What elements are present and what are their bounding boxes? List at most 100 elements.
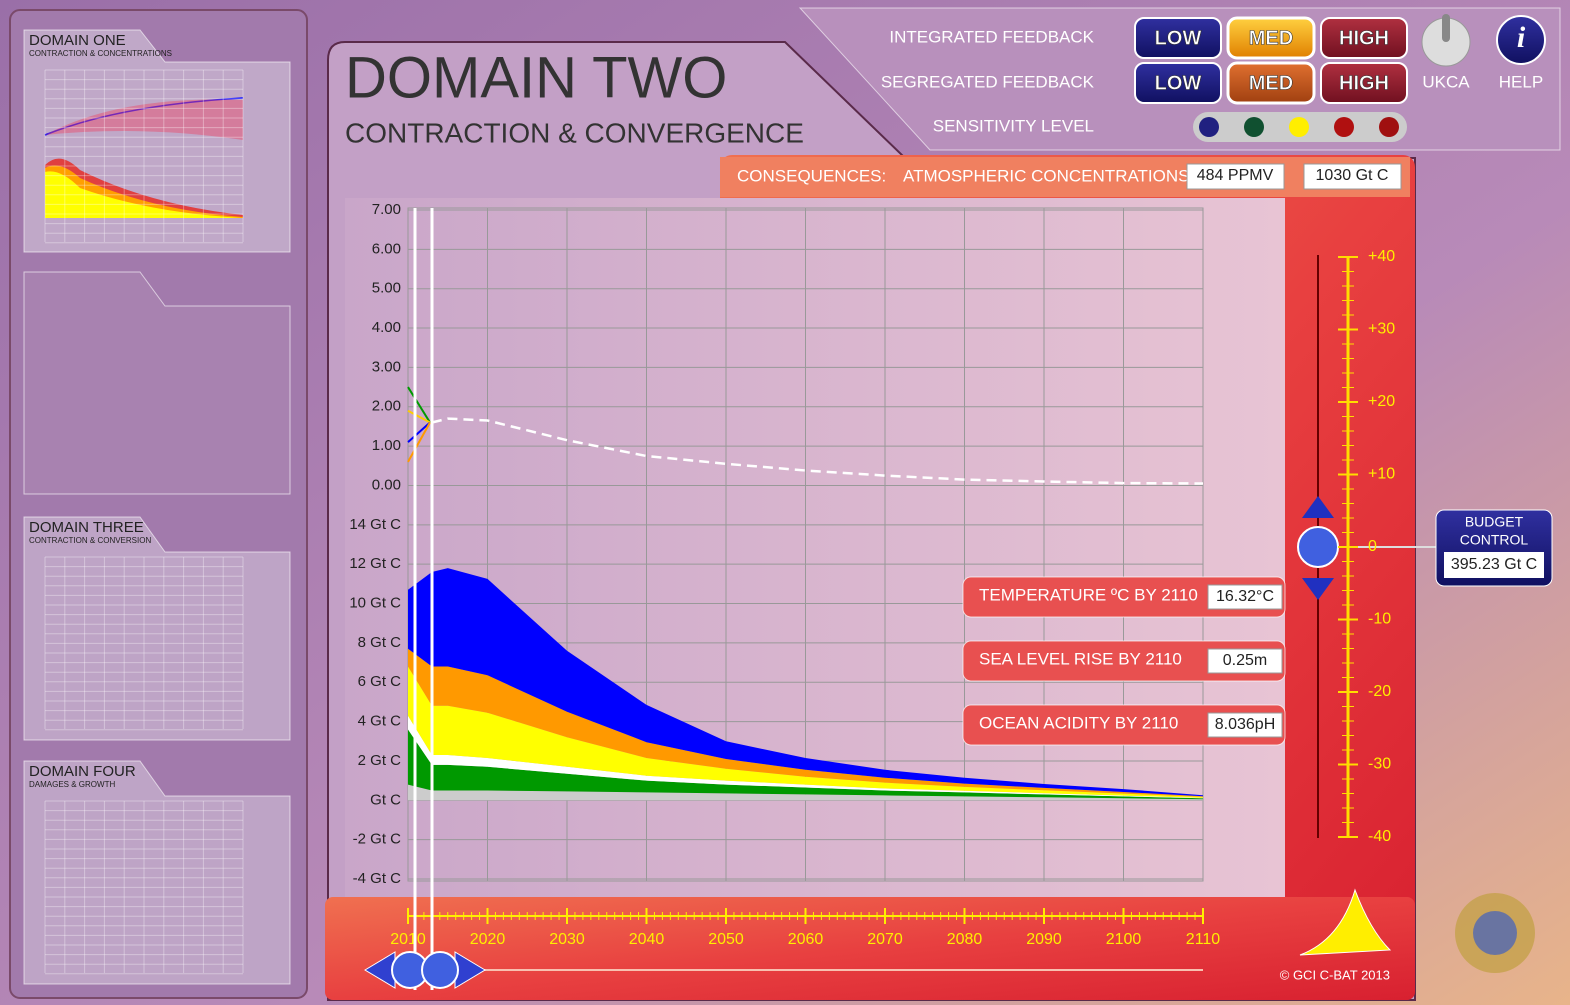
feedback-button[interactable] xyxy=(1134,17,1222,59)
timeline-panel xyxy=(325,897,1415,1000)
mini-band xyxy=(45,99,243,140)
budget-value: 395.23 Gt C xyxy=(1451,556,1537,573)
scale-label: 0 xyxy=(1368,538,1377,555)
mini-area xyxy=(45,171,243,218)
slider-knob[interactable] xyxy=(421,951,459,989)
help-icon: i xyxy=(1517,21,1526,54)
sensitivity-label: SENSITIVITY LEVEL xyxy=(933,116,1094,135)
result-box xyxy=(1207,712,1283,738)
carbon-value: 1030 Gt C xyxy=(1316,167,1389,184)
domain-four-folder[interactable] xyxy=(23,760,291,985)
toggle-lever xyxy=(1442,14,1450,42)
folder xyxy=(23,29,291,253)
concentration-label: ATMOSPHERIC CONCENTRATIONS xyxy=(903,166,1190,185)
feedback-button[interactable] xyxy=(1134,62,1222,104)
domain-one-folder[interactable] xyxy=(23,29,291,253)
ppmv-box xyxy=(1186,163,1285,190)
button-label: LOW xyxy=(1155,27,1202,49)
chart: 7.00 6.00 5.00 4.00 3.00 2.00 1.00 0.00 14 Gt C 1… xyxy=(349,201,1220,990)
x-tick-label: 2030 xyxy=(549,931,585,948)
scenario-stub xyxy=(407,422,431,463)
scenario-stub xyxy=(407,409,431,424)
y-tick-label: 10 Gt C xyxy=(349,594,401,611)
result-row xyxy=(962,704,1286,746)
budget-knob[interactable] xyxy=(1297,526,1339,568)
scale-label: -40 xyxy=(1368,828,1391,845)
y-tick-label: 7.00 xyxy=(372,201,401,218)
result-box xyxy=(1207,648,1283,674)
x-tick-label: 2080 xyxy=(947,931,983,948)
y-tick-label: 8 Gt C xyxy=(358,634,402,651)
scenario-stub xyxy=(407,386,431,424)
stacked-area xyxy=(408,666,1203,798)
result-label: SEA LEVEL RISE BY 2110 xyxy=(979,649,1182,668)
help-button[interactable] xyxy=(1496,15,1546,65)
copyright: © GCI C-BAT 2013 xyxy=(1280,967,1390,982)
stacked-area xyxy=(408,648,1203,797)
y-tick-label: 6 Gt C xyxy=(358,673,402,690)
y-tick-label: 4 Gt C xyxy=(358,713,402,730)
button-label: MED xyxy=(1249,27,1293,49)
domain-two-folder[interactable] xyxy=(23,271,291,495)
button-label: HIGH xyxy=(1339,27,1389,49)
feedback-label: SEGREGATED FEEDBACK xyxy=(881,72,1095,91)
slider-arrows[interactable] xyxy=(1302,496,1334,600)
y-tick-label: 1.00 xyxy=(372,437,401,454)
result-value: 16.32°C xyxy=(1216,588,1274,605)
y-tick-label: 4.00 xyxy=(372,319,401,336)
logo xyxy=(1299,888,1392,956)
sensitivity-dot[interactable] xyxy=(1334,117,1354,137)
domain-subtitle: CONTRACTION & CONVERSION xyxy=(29,536,151,545)
x-tick-label: 2010 xyxy=(390,931,426,948)
domain-three-folder[interactable] xyxy=(23,516,291,741)
stacked-area xyxy=(408,568,1203,797)
scale-label: -30 xyxy=(1368,756,1391,773)
y-tick-label: 6.00 xyxy=(372,240,401,257)
consequence-header xyxy=(720,157,1410,197)
y-tick-label: 2.00 xyxy=(372,398,401,415)
button-label: MED xyxy=(1249,72,1293,94)
feedback-button[interactable] xyxy=(1320,17,1408,59)
button-label: LOW xyxy=(1155,72,1202,94)
stacked-area xyxy=(408,729,1203,800)
help-label: HELP xyxy=(1499,72,1543,91)
scale-label: +10 xyxy=(1368,466,1395,483)
x-tick-label: 2050 xyxy=(708,931,744,948)
result-value: 0.25m xyxy=(1223,652,1267,669)
page-title: DOMAIN TWO xyxy=(345,45,727,110)
x-tick-label: 2070 xyxy=(867,931,903,948)
sensitivity-dot[interactable] xyxy=(1244,117,1264,137)
y-tick-label: 12 Gt C xyxy=(349,555,401,572)
y-tick-label: -2 Gt C xyxy=(353,831,402,848)
result-row xyxy=(962,576,1286,618)
y-tick-label: 14 Gt C xyxy=(349,516,401,533)
result-label: TEMPERATURE ºC BY 2110 xyxy=(979,585,1198,604)
feedback-button[interactable] xyxy=(1226,16,1316,60)
y-tick-label: 0.00 xyxy=(372,476,401,493)
carbon-box xyxy=(1303,163,1402,190)
y-tick-label: 3.00 xyxy=(372,358,401,375)
x-tick-label: 2090 xyxy=(1026,931,1062,948)
feedback-button[interactable] xyxy=(1320,62,1408,104)
sensitivity-dot[interactable] xyxy=(1379,117,1399,137)
x-tick-label: 2110 xyxy=(1186,931,1221,948)
sensitivity-dot[interactable] xyxy=(1199,117,1219,137)
x-tick-label: 2040 xyxy=(629,931,665,948)
sensitivity-dot[interactable] xyxy=(1289,117,1309,137)
result-label: OCEAN ACIDITY BY 2110 xyxy=(979,713,1178,732)
mini-grids xyxy=(44,69,244,975)
scale-label: +40 xyxy=(1368,248,1395,265)
y-tick-label: -4 Gt C xyxy=(353,870,402,887)
page-subtitle: CONTRACTION & CONVERGENCE xyxy=(345,117,804,148)
y-tick-label: Gt C xyxy=(370,791,401,808)
scale-label: -10 xyxy=(1368,611,1391,628)
budget-title: BUDGET xyxy=(1465,514,1524,530)
ukca-label: UKCA xyxy=(1422,72,1470,91)
feedback-button[interactable] xyxy=(1226,61,1316,105)
button-label: HIGH xyxy=(1339,72,1389,94)
budget-title: CONTROL xyxy=(1460,532,1529,548)
x-tick-label: 2100 xyxy=(1106,931,1142,948)
temperature-line xyxy=(431,417,1204,485)
domain-subtitle: DAMAGES & GROWTH xyxy=(29,780,115,789)
